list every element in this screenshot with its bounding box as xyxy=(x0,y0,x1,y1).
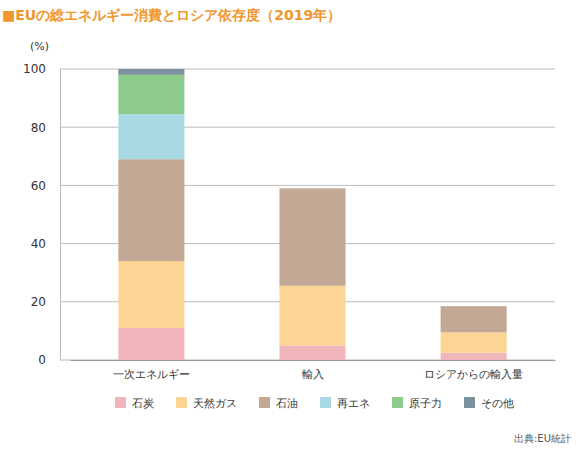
y-tick-label: 20 xyxy=(31,295,46,309)
legend-label: 石油 xyxy=(276,397,298,410)
x-axis-line xyxy=(71,360,556,361)
chart: ■EUの総エネルギー消費とロシア依存度（2019年） (%) 0 20 40 60 80 10… xyxy=(0,0,579,450)
y-tick: 60 xyxy=(31,179,60,193)
y-tick-label: 60 xyxy=(31,179,46,193)
bar xyxy=(118,159,184,261)
legend-swatch xyxy=(320,397,331,408)
bars xyxy=(118,69,506,360)
y-tick: 100 xyxy=(23,62,60,76)
legend-item: 石油 xyxy=(259,397,298,410)
x-tick: 一次エネルギー xyxy=(113,360,190,381)
legend-label: 原子力 xyxy=(409,397,442,410)
y-axis-line xyxy=(60,70,61,361)
bar xyxy=(441,353,507,360)
bar xyxy=(118,75,184,114)
x-tick: ロシアからの輸入量 xyxy=(424,360,523,381)
legend-swatch xyxy=(392,397,403,408)
series xyxy=(118,114,184,159)
bar xyxy=(118,114,184,159)
x-tick: 輸入 xyxy=(302,360,324,381)
bar xyxy=(118,69,184,75)
legend-label: 石炭 xyxy=(132,397,154,410)
legend-swatch xyxy=(464,397,475,408)
legend-swatch xyxy=(259,397,270,408)
bar xyxy=(279,188,345,189)
bar xyxy=(118,261,184,328)
bar xyxy=(441,306,507,307)
series xyxy=(118,69,184,75)
bar xyxy=(441,306,507,307)
bar xyxy=(441,306,507,332)
legend-label: 再エネ xyxy=(337,397,370,410)
bar xyxy=(279,345,345,360)
x-tick-label: 一次エネルギー xyxy=(113,368,190,381)
bar xyxy=(279,286,345,346)
y-tick: 80 xyxy=(31,121,60,135)
legend-item: 天然ガス xyxy=(176,397,237,410)
y-tick-label: 100 xyxy=(23,62,46,76)
source: 出典:EU統計 xyxy=(514,433,571,444)
y-tick: 40 xyxy=(31,237,60,251)
bar xyxy=(441,306,507,307)
series xyxy=(118,159,506,332)
bar xyxy=(441,332,507,352)
y-axis: 0 20 40 60 80 100 xyxy=(23,62,60,367)
legend-label: その他 xyxy=(481,397,514,410)
x-axis: 一次エネルギー 輸入 ロシアからの輸入量 xyxy=(71,360,556,381)
bar xyxy=(279,188,345,189)
legend-item: 再エネ xyxy=(320,397,370,410)
legend-item: その他 xyxy=(464,397,514,410)
legend: 石炭 天然ガス 石油 再エネ 原子力 その他 xyxy=(115,397,514,410)
y-tick-label: 0 xyxy=(38,353,46,367)
title: ■EUの総エネルギー消費とロシア依存度（2019年） xyxy=(2,7,341,23)
y-tick: 0 xyxy=(38,353,60,367)
bar xyxy=(118,328,184,360)
bar xyxy=(279,188,345,285)
x-tick-label: ロシアからの輸入量 xyxy=(424,368,523,381)
legend-swatch xyxy=(115,397,126,408)
y-tick: 20 xyxy=(31,295,60,309)
legend-label: 天然ガス xyxy=(193,397,237,410)
x-tick-label: 輸入 xyxy=(302,368,324,381)
series xyxy=(118,75,184,114)
y-tick-label: 40 xyxy=(31,237,46,251)
legend-item: 原子力 xyxy=(392,397,442,410)
bar xyxy=(279,188,345,189)
y-label: (%) xyxy=(30,40,49,53)
legend-swatch xyxy=(176,397,187,408)
y-tick-label: 80 xyxy=(31,121,46,135)
legend-item: 石炭 xyxy=(115,397,154,410)
grid xyxy=(60,69,555,360)
